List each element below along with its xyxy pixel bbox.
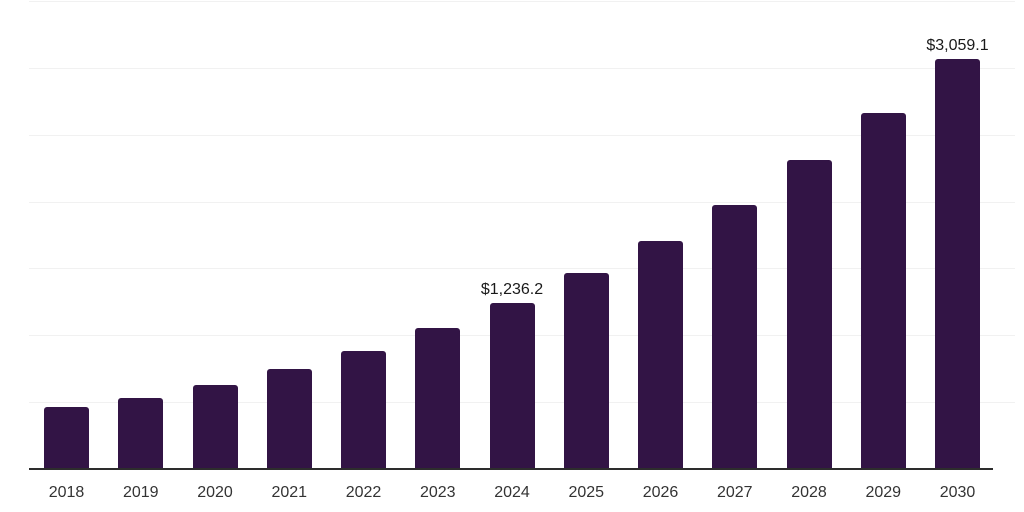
bar-2025 <box>563 273 609 468</box>
x-tick-label-2018: 2018 <box>48 484 85 501</box>
x-tick-label-2025: 2025 <box>568 484 605 501</box>
bar-value-label: $3,059.1 <box>926 36 989 54</box>
bar-2027 <box>712 204 758 468</box>
bar-2028 <box>786 160 832 468</box>
bar-2030: $3,059.1 <box>926 37 989 468</box>
x-tick-label-2028: 2028 <box>791 484 827 501</box>
x-tick-label-2020: 2020 <box>197 484 233 501</box>
bar-2029 <box>860 113 906 468</box>
gridline <box>29 134 1015 136</box>
gridline <box>29 268 1015 270</box>
bar-2019 <box>118 398 164 468</box>
x-tick-label-2021: 2021 <box>271 484 308 501</box>
bar-2023 <box>415 328 461 468</box>
bar-2021 <box>266 369 312 468</box>
gridline <box>29 1 1015 2</box>
gridline <box>29 201 1015 203</box>
x-tick-label-2023: 2023 <box>419 484 456 501</box>
gridline <box>29 67 1015 69</box>
bar-2018 <box>44 406 89 468</box>
bar-2026 <box>638 241 683 468</box>
x-tick-label-2024: 2024 <box>494 484 530 501</box>
bar-2024: $1,236.2 <box>481 281 543 468</box>
plot-area: $1,236.2 $3,059.1 <box>29 0 1015 470</box>
x-tick-label-2029: 2029 <box>865 484 902 501</box>
x-axis-labels: 2018 2019 2020 2021 2022 2023 2024 2025 2026 2027… <box>44 483 980 502</box>
bar-value-label: $1,236.2 <box>480 280 544 298</box>
x-tick-label-2030: 2030 <box>939 484 976 501</box>
x-axis-line <box>29 468 993 470</box>
x-tick-label-2022: 2022 <box>345 484 382 501</box>
bar-group: $1,236.2 $3,059.1 <box>44 0 989 468</box>
bar-2020 <box>192 385 238 468</box>
x-tick-label-2027: 2027 <box>716 484 753 501</box>
x-tick-label-2019: 2019 <box>122 484 159 501</box>
bar-2022 <box>341 351 386 468</box>
x-tick-label-2026: 2026 <box>642 484 679 501</box>
